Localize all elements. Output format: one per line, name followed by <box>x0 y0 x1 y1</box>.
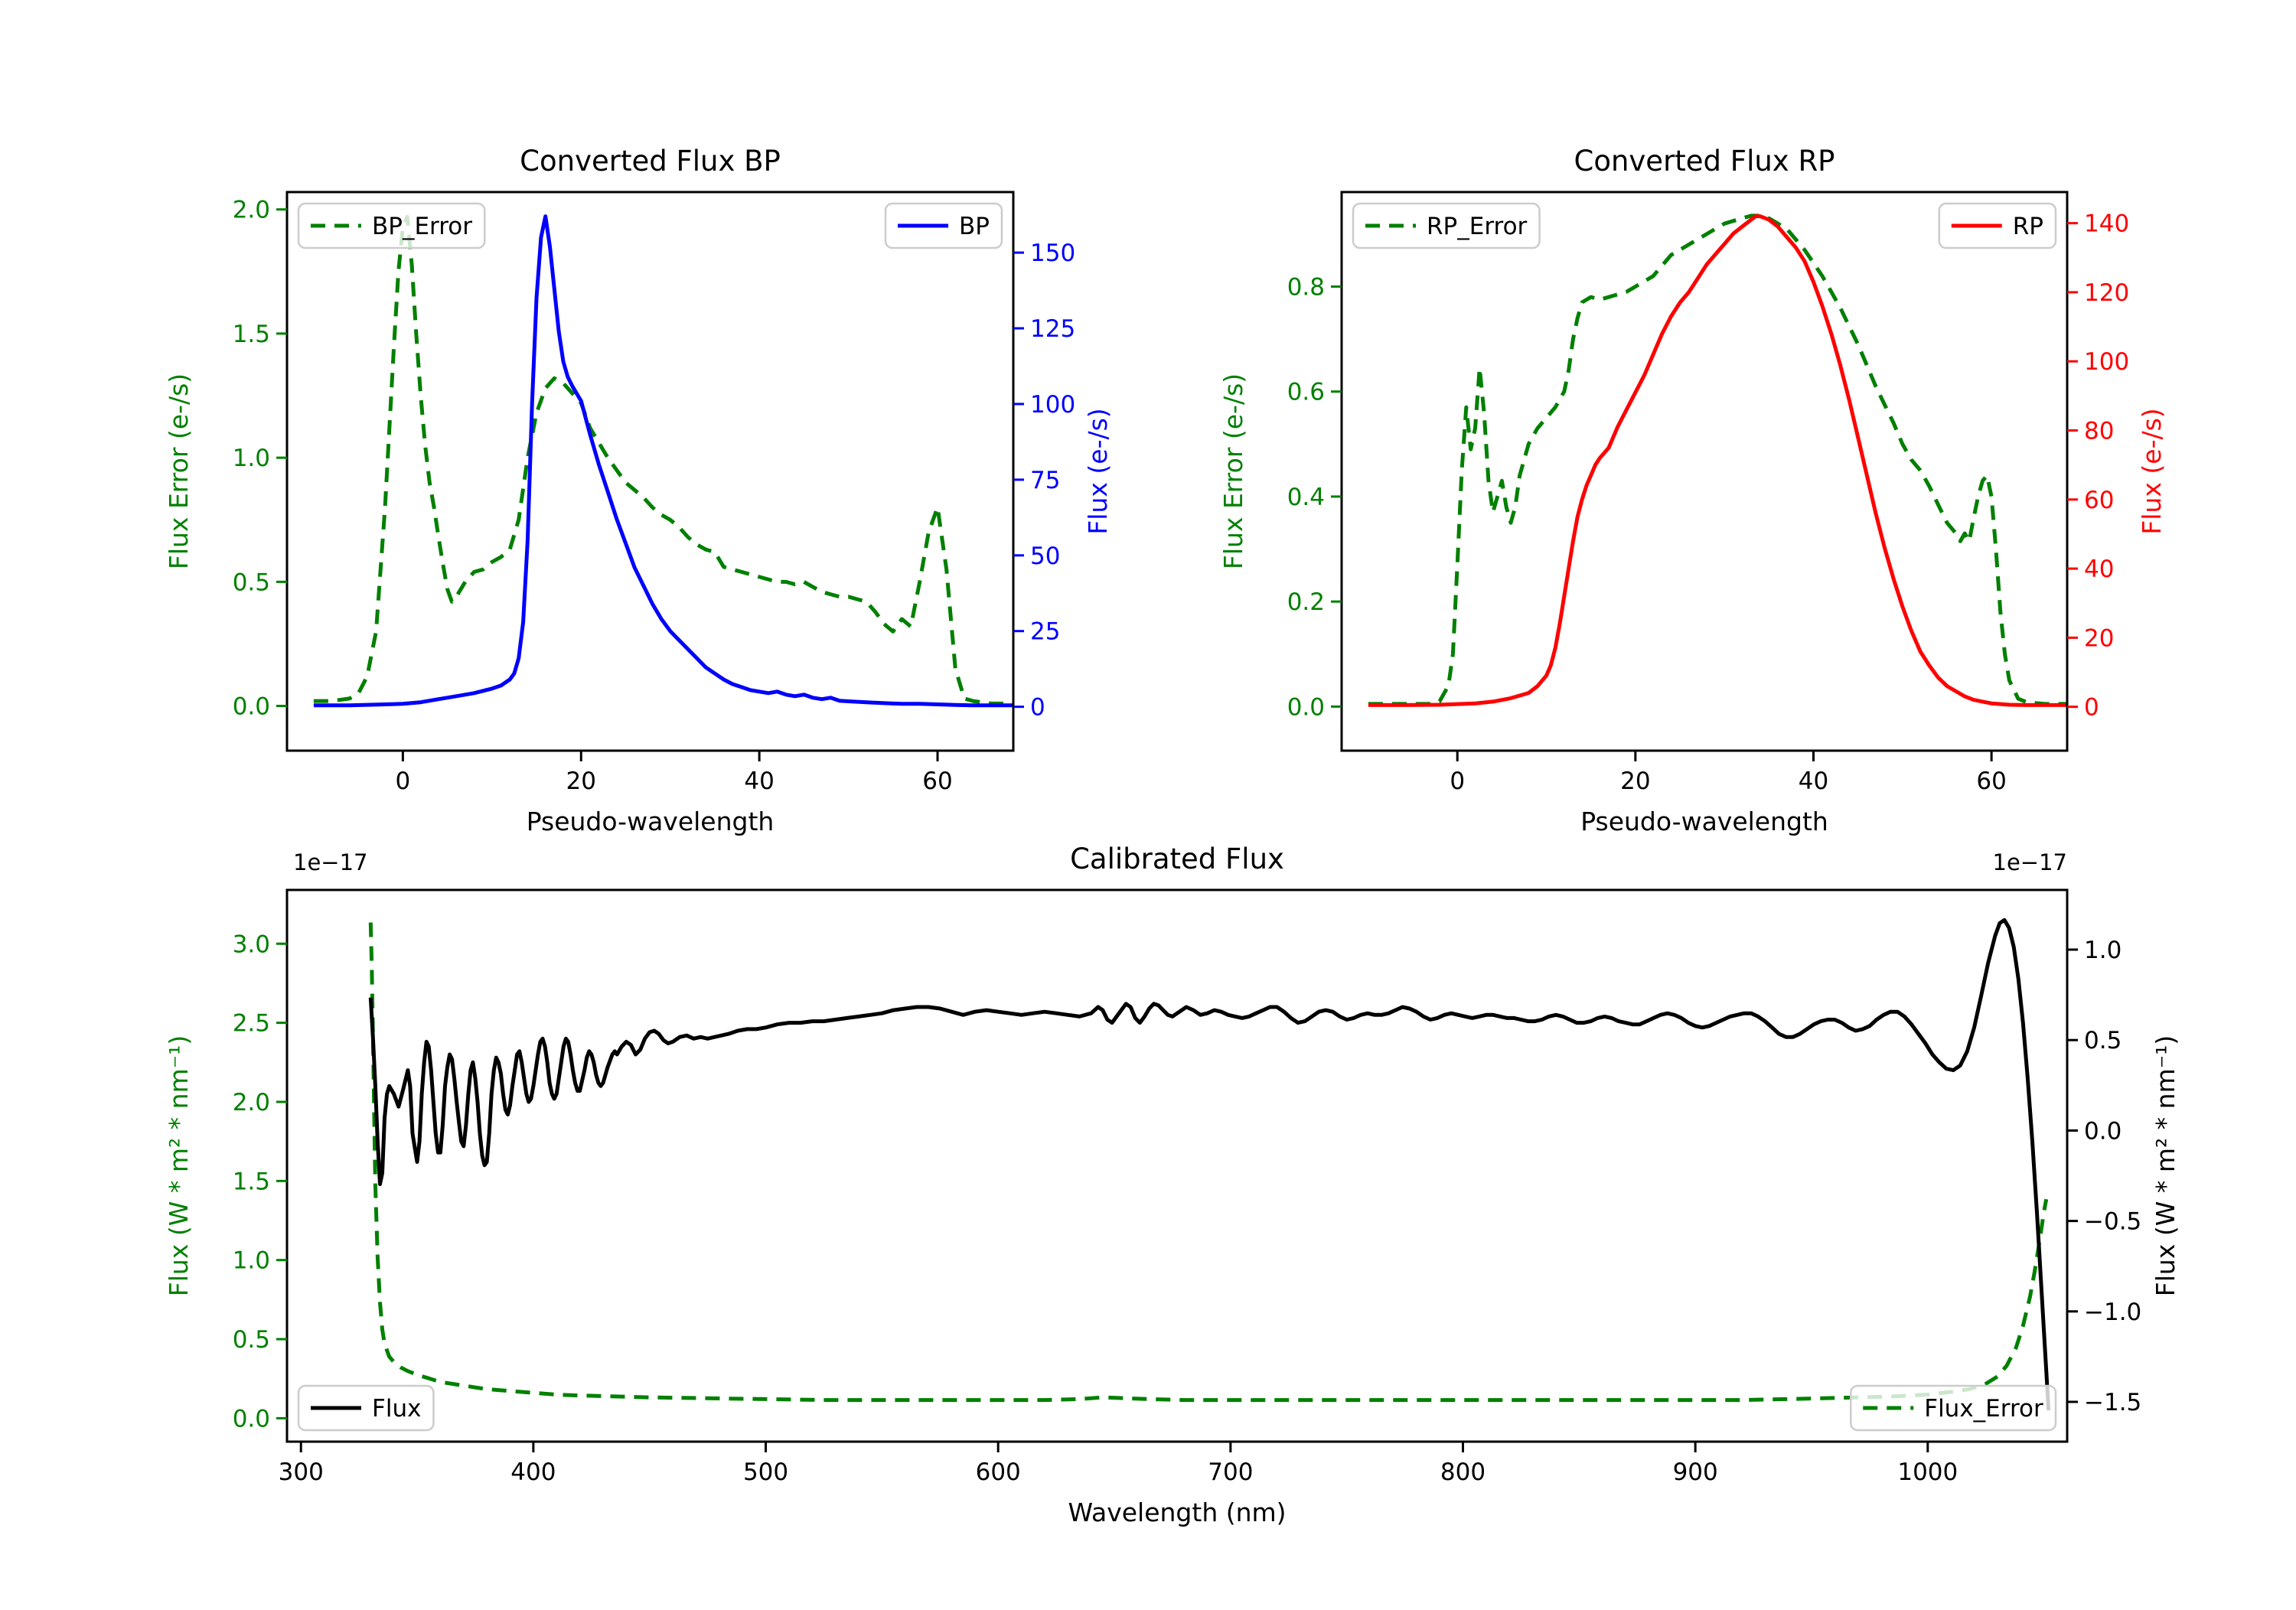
legend-label: RP_Error <box>1427 213 1528 240</box>
x-tick-label: 600 <box>976 1458 1021 1486</box>
left-tick-label: 0.6 <box>1287 379 1325 406</box>
x-tick-label: 400 <box>510 1458 556 1486</box>
bp-series-BP_Error <box>313 214 1013 706</box>
cal-left-ylabel: Flux (W * m² * nm⁻¹) <box>164 1035 194 1297</box>
rp-subplot: 0 20 40 60 0.0 0.2 0.4 0.6 0.8 0 20 40 60 80 100 120 140… <box>1218 145 2167 836</box>
x-tick-label: 40 <box>744 768 774 795</box>
rp-title: Converted Flux RP <box>1574 145 1835 178</box>
x-tick-label: 20 <box>566 768 596 795</box>
bp-title: Converted Flux BP <box>520 145 781 178</box>
right-tick-label: 20 <box>2084 624 2114 652</box>
cal-right-ylabel: Flux (W * m² * nm⁻¹) <box>2151 1035 2180 1297</box>
x-tick-label: 800 <box>1440 1458 1486 1486</box>
bp-right-ylabel: Flux (e-/s) <box>1083 408 1113 534</box>
cal-axes-frame <box>285 888 2069 1443</box>
right-tick-label: −0.5 <box>2084 1208 2141 1236</box>
x-tick-label: 300 <box>279 1458 324 1486</box>
legend-box <box>297 1384 435 1432</box>
cal-left-offset-text: 1e−17 <box>293 849 368 875</box>
left-tick-label: 0.8 <box>1287 273 1325 301</box>
x-tick-label: 40 <box>1799 768 1828 795</box>
right-tick-label: 50 <box>1030 543 1060 570</box>
left-tick-label: 0.2 <box>1287 588 1325 616</box>
left-tick-label: 1.0 <box>233 445 270 472</box>
right-tick-label: 80 <box>2084 418 2114 445</box>
x-tick-label: 1000 <box>1897 1458 1958 1486</box>
cal-legend-Flux_Error: Flux_Error <box>1849 1384 2057 1432</box>
right-tick-label: 40 <box>2084 556 2114 583</box>
x-tick-label: 60 <box>1976 768 2006 795</box>
legend-box <box>297 202 486 249</box>
left-tick-label: 1.5 <box>233 1168 270 1195</box>
right-tick-label: 125 <box>1030 315 1075 343</box>
legend-label: BP_Error <box>372 213 472 240</box>
legend-box <box>1352 202 1541 249</box>
x-tick-label: 700 <box>1208 1458 1253 1486</box>
rp-right-ylabel: Flux (e-/s) <box>2137 408 2167 534</box>
right-tick-label: 1.0 <box>2084 937 2122 964</box>
cal-title: Calibrated Flux <box>1070 842 1284 875</box>
left-tick-label: 2.5 <box>233 1010 270 1038</box>
left-tick-label: 0.4 <box>1287 484 1325 511</box>
x-tick-label: 0 <box>396 768 411 795</box>
rp-legend-RP: RP <box>1938 202 2057 249</box>
cal-series-Flux_Error <box>368 922 2049 1403</box>
left-tick-label: 1.0 <box>233 1247 270 1275</box>
right-tick-label: −1.0 <box>2084 1299 2141 1326</box>
rp-legend-RP_Error: RP_Error <box>1352 202 1541 249</box>
right-tick-label: 120 <box>2084 279 2129 307</box>
rp-axes-frame <box>1340 191 2069 752</box>
x-tick-label: 60 <box>922 768 952 795</box>
cal-legend-Flux: Flux <box>297 1384 435 1432</box>
x-tick-label: 900 <box>1673 1458 1718 1486</box>
right-tick-label: 60 <box>2084 487 2114 514</box>
cal-series-Flux <box>368 917 2051 1411</box>
cal-subplot: 300 400 500 600 700 800 900 1000 0.0 0.5 1.0 1.5 2.0… <box>164 842 2180 1527</box>
right-tick-label: 0 <box>1030 694 1045 722</box>
rp-series-RP_Error <box>1368 213 2067 706</box>
bp-legend-BP: BP <box>884 202 1003 249</box>
bp-xlabel: Pseudo-wavelength <box>527 807 775 836</box>
bp-axes-frame <box>285 191 1015 752</box>
x-tick-label: 0 <box>1450 768 1465 795</box>
left-tick-label: 0.0 <box>233 693 270 721</box>
left-tick-label: 3.0 <box>233 930 270 958</box>
legend-label: BP <box>959 213 990 240</box>
rp-xlabel: Pseudo-wavelength <box>1580 807 1828 836</box>
legend-label: Flux <box>372 1395 421 1423</box>
cal-xlabel: Wavelength (nm) <box>1068 1498 1286 1527</box>
right-tick-label: 100 <box>2084 348 2129 376</box>
bp-legend-BP_Error: BP_Error <box>297 202 486 249</box>
right-tick-label: 0.5 <box>2084 1027 2122 1054</box>
bp-subplot: 0 20 40 60 0.0 0.5 1.0 1.5 2.0 0 25 50 75 100 125 150 Co… <box>164 145 1113 836</box>
left-tick-label: 0.0 <box>1287 693 1325 721</box>
bp-series-BP <box>313 214 1013 708</box>
right-tick-label: 140 <box>2084 210 2129 238</box>
legend-label: Flux_Error <box>1924 1395 2043 1423</box>
left-tick-label: 2.0 <box>233 197 270 224</box>
x-tick-label: 500 <box>743 1458 788 1486</box>
legend-box <box>1849 1384 2057 1432</box>
bp-left-ylabel: Flux Error (e-/s) <box>164 373 194 569</box>
x-tick-label: 20 <box>1620 768 1650 795</box>
left-tick-label: 0.0 <box>233 1405 270 1432</box>
right-tick-label: 100 <box>1030 391 1075 419</box>
right-tick-label: 75 <box>1030 467 1060 494</box>
right-tick-label: −1.5 <box>2084 1389 2141 1416</box>
left-tick-label: 2.0 <box>233 1089 270 1116</box>
legend-label: RP <box>2013 213 2043 240</box>
right-tick-label: 150 <box>1030 240 1075 267</box>
right-tick-label: 25 <box>1030 618 1060 646</box>
rp-series-RP <box>1368 214 2067 707</box>
right-tick-label: 0.0 <box>2084 1117 2122 1145</box>
right-tick-label: 0 <box>2084 694 2099 722</box>
rp-left-ylabel: Flux Error (e-/s) <box>1218 373 1248 569</box>
left-tick-label: 1.5 <box>233 321 270 348</box>
cal-right-offset-text: 1e−17 <box>1993 849 2068 875</box>
left-tick-label: 0.5 <box>233 569 270 596</box>
left-tick-label: 0.5 <box>233 1326 270 1354</box>
